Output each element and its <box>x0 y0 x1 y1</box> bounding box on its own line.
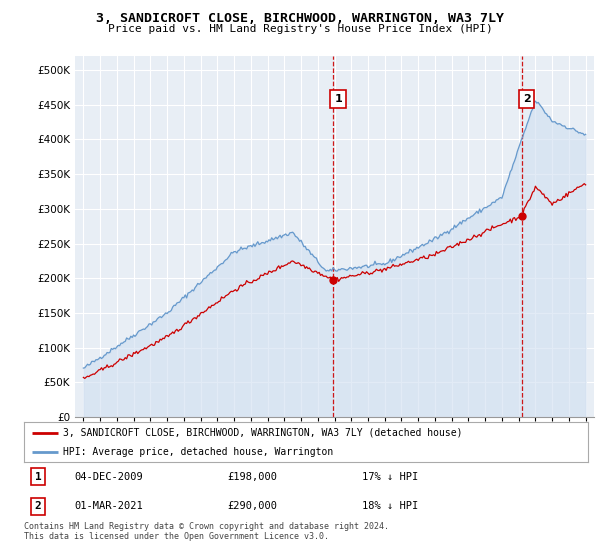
Text: 01-MAR-2021: 01-MAR-2021 <box>75 501 143 511</box>
Text: 18% ↓ HPI: 18% ↓ HPI <box>362 501 419 511</box>
Text: 1: 1 <box>334 94 342 104</box>
Text: HPI: Average price, detached house, Warrington: HPI: Average price, detached house, Warr… <box>64 447 334 457</box>
Text: 04-DEC-2009: 04-DEC-2009 <box>75 472 143 482</box>
Text: £290,000: £290,000 <box>227 501 277 511</box>
Text: Price paid vs. HM Land Registry's House Price Index (HPI): Price paid vs. HM Land Registry's House … <box>107 24 493 34</box>
Text: £198,000: £198,000 <box>227 472 277 482</box>
Text: 2: 2 <box>35 501 41 511</box>
Text: 3, SANDICROFT CLOSE, BIRCHWOOD, WARRINGTON, WA3 7LY: 3, SANDICROFT CLOSE, BIRCHWOOD, WARRINGT… <box>96 12 504 25</box>
Text: 17% ↓ HPI: 17% ↓ HPI <box>362 472 419 482</box>
Text: 3, SANDICROFT CLOSE, BIRCHWOOD, WARRINGTON, WA3 7LY (detached house): 3, SANDICROFT CLOSE, BIRCHWOOD, WARRINGT… <box>64 428 463 438</box>
Text: 2: 2 <box>523 94 530 104</box>
Text: Contains HM Land Registry data © Crown copyright and database right 2024.
This d: Contains HM Land Registry data © Crown c… <box>24 522 389 542</box>
Text: 1: 1 <box>35 472 41 482</box>
